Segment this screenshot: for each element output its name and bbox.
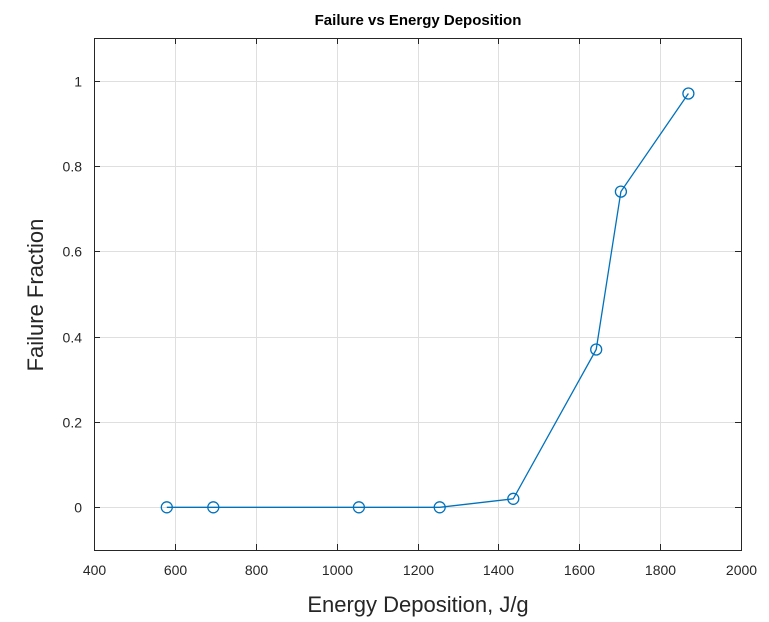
chart-title: Failure vs Energy Deposition [315,12,522,29]
y-tick-label: 0.4 [63,330,83,346]
data-point-marker [352,501,366,514]
x-tick-label: 1000 [322,562,353,578]
x-tick-label: 800 [245,562,269,578]
data-point-marker [682,87,695,100]
x-tick-label: 2000 [726,562,757,578]
y-tick-label: 0.2 [63,415,83,431]
data-point-marker [590,343,603,356]
data-point-marker [507,492,520,505]
grid-lines [94,38,742,550]
x-tick-label: 1600 [564,562,595,578]
y-tick-label: 0.8 [63,159,83,175]
y-axis-label: Failure Fraction [23,219,48,372]
data-point-marker [207,501,220,514]
y-tick-label: 1 [74,74,82,90]
axis-ticks: 400 600 800 1000 1200 1400 1600 1800 2000 0 0.2 0.4… [63,38,757,578]
x-tick-label: 400 [83,562,107,578]
x-tick-label: 1800 [645,562,676,578]
data-point-marker [160,501,173,514]
data-point-marker [614,185,628,198]
y-tick-label: 0.6 [63,244,83,260]
data-point-marker [433,501,446,514]
x-tick-label: 1400 [483,562,514,578]
x-tick-label: 1200 [403,562,434,578]
x-axis-label: Energy Deposition, J/g [307,592,528,617]
series-layer [160,87,695,514]
series-line [166,93,689,508]
x-tick-label: 600 [164,562,188,578]
y-tick-label: 0 [74,500,82,516]
